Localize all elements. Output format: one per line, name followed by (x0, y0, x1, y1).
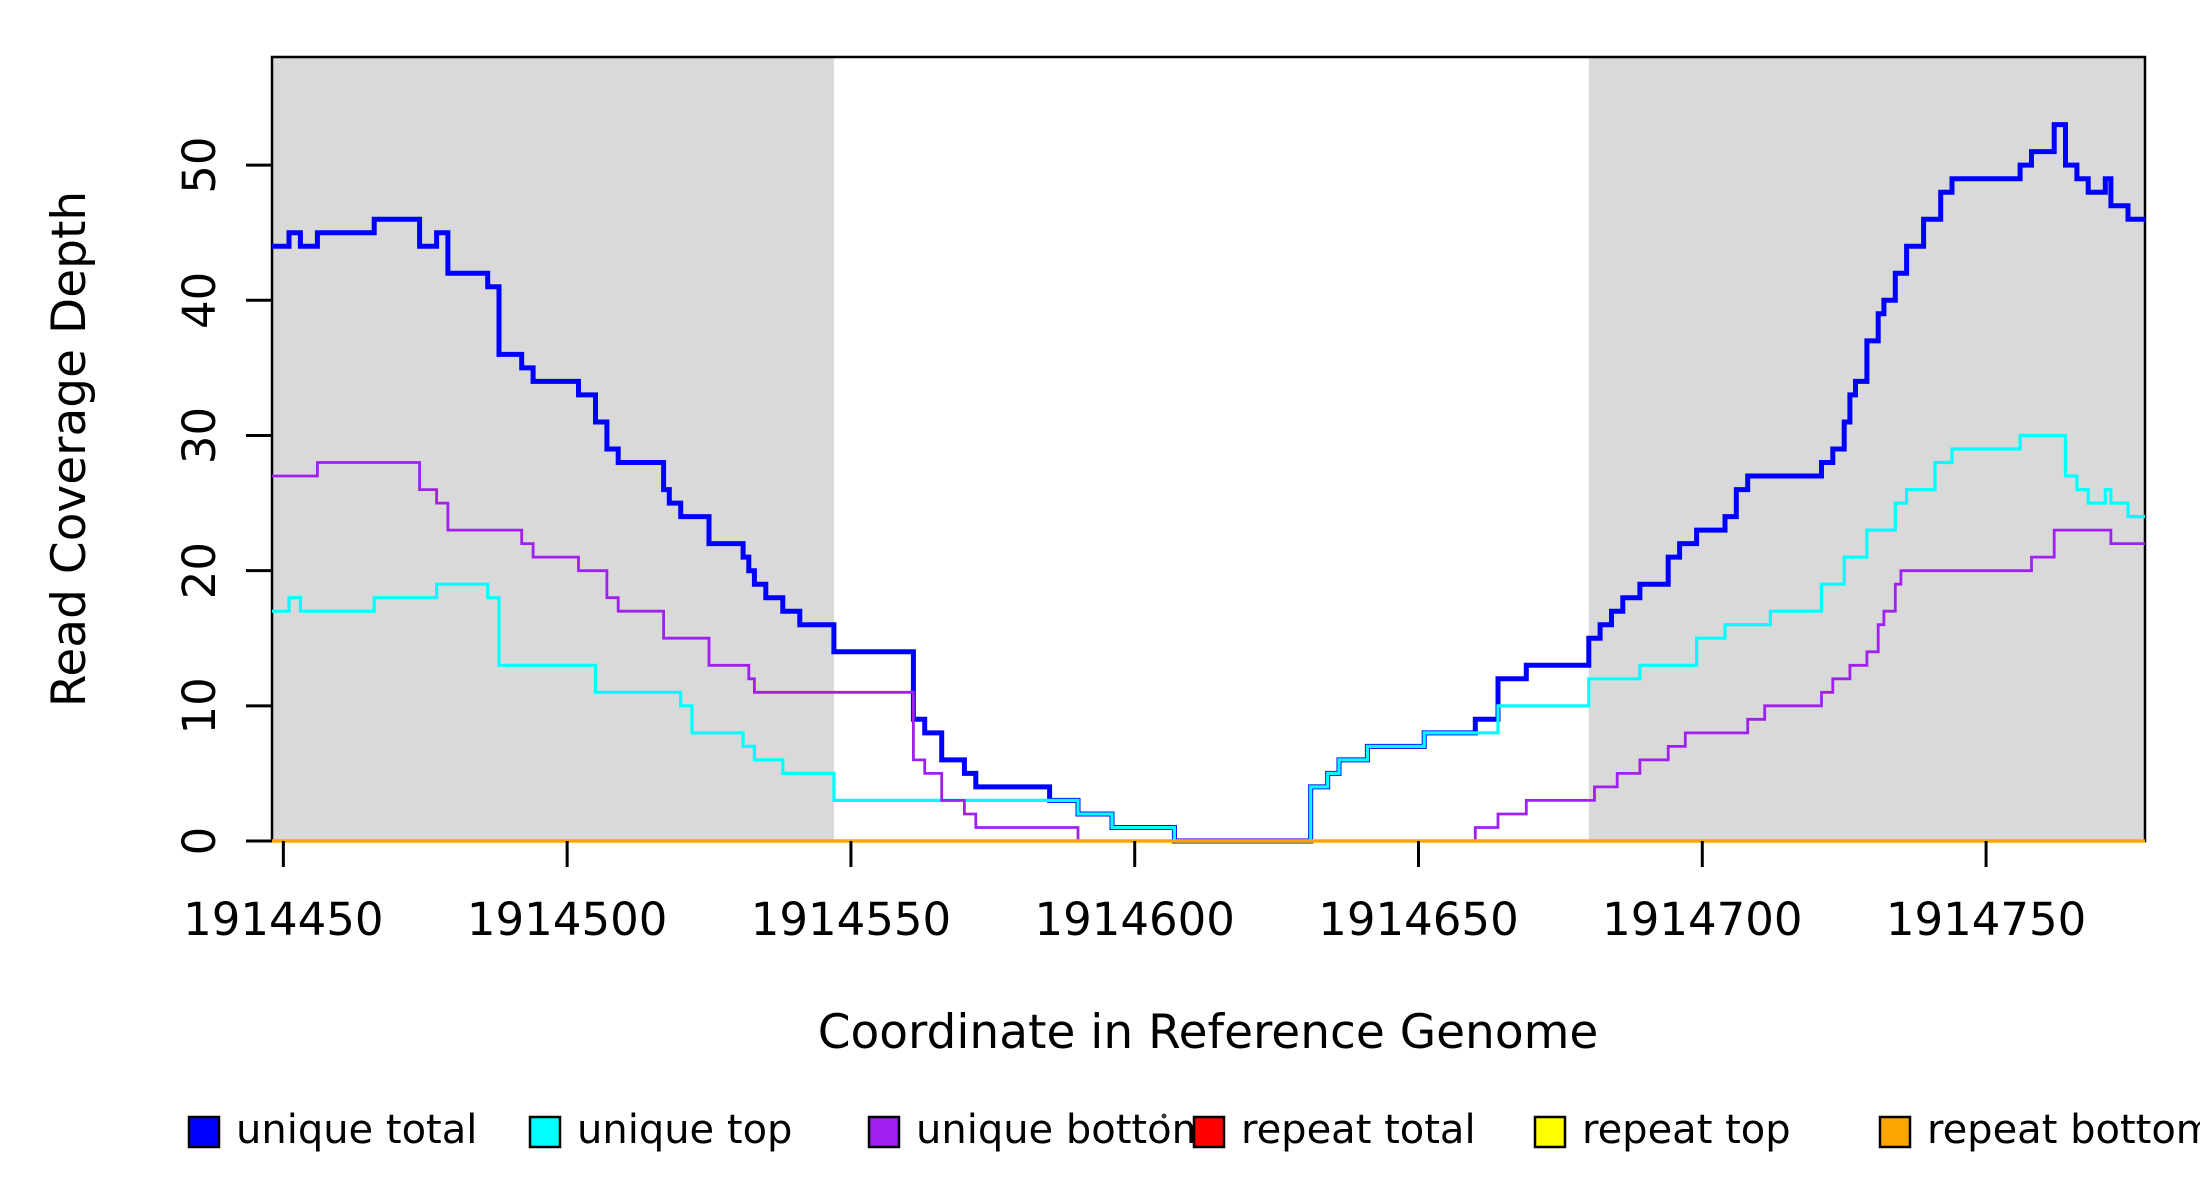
legend-entry-unique-total: unique total (187, 1107, 477, 1153)
x-tick-label: 1914550 (751, 893, 951, 946)
x-tick-label: 1914500 (467, 893, 667, 946)
legend: unique total unique top unique bottom repea… (187, 1107, 2200, 1153)
y-tick-label: 50 (173, 137, 226, 194)
shaded-regions-layer (272, 57, 2145, 841)
x-tick-label: 1914650 (1318, 893, 1518, 946)
legend-swatch-repeat-top (1533, 1115, 1567, 1149)
legend-entry-unique-top: unique top (528, 1107, 792, 1153)
x-tick-label: 1914750 (1886, 893, 2086, 946)
legend-label: unique top (577, 1107, 792, 1153)
legend-entry-repeat-bottom: repeat bottom (1878, 1107, 2200, 1153)
shaded-region-right-repeat-flank (1588, 57, 2145, 841)
legend-swatch-unique-top (528, 1115, 562, 1149)
legend-label: unique bottom (916, 1107, 1211, 1153)
x-tick-label: 1914600 (1035, 893, 1235, 946)
axes-layer: 1914450 1914500 1914550 1914600 1914650 19147… (173, 137, 2086, 946)
y-tick-label: 20 (173, 542, 226, 599)
legend-swatch-repeat-total (1192, 1115, 1226, 1149)
legend-entry-unique-bottom: unique bottom (867, 1107, 1211, 1153)
y-tick-label: 30 (173, 407, 226, 464)
legend-label: repeat total (1241, 1107, 1476, 1153)
series-line-unique-bottom (272, 461, 2145, 843)
legend-swatch-unique-bottom (867, 1115, 901, 1149)
series-line-unique-top (272, 433, 2145, 843)
shaded-region-left-repeat-flank (272, 57, 834, 841)
series-layer (272, 122, 2145, 844)
stray-mark (1161, 1113, 1167, 1119)
y-axis-title: Read Coverage Depth (42, 191, 97, 707)
y-tick-label: 0 (173, 827, 226, 856)
y-tick-label: 40 (173, 272, 226, 329)
x-tick-label: 1914450 (183, 893, 383, 946)
legend-label: repeat top (1582, 1107, 1791, 1153)
legend-entry-repeat-total: repeat total (1192, 1107, 1476, 1153)
legend-swatch-repeat-bottom (1878, 1115, 1912, 1149)
x-tick-label: 1914700 (1602, 893, 1802, 946)
legend-entry-repeat-top: repeat top (1533, 1107, 1791, 1153)
y-tick-label: 10 (173, 677, 226, 734)
legend-swatch-unique-total (187, 1115, 221, 1149)
legend-label: repeat bottom (1927, 1107, 2200, 1153)
x-axis-title: Coordinate in Reference Genome (818, 1005, 1599, 1060)
legend-label: unique total (236, 1107, 477, 1153)
